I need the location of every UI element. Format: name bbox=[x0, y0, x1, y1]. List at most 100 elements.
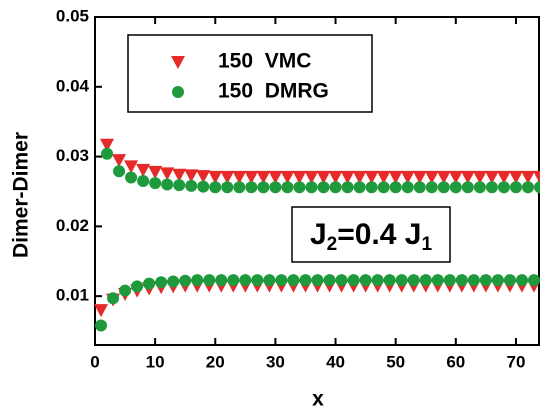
x-tick-label: 60 bbox=[446, 352, 465, 371]
point bbox=[412, 170, 427, 184]
point bbox=[155, 276, 168, 289]
point bbox=[161, 178, 174, 191]
point bbox=[287, 274, 300, 287]
point bbox=[467, 274, 480, 287]
point bbox=[137, 175, 150, 187]
point bbox=[509, 181, 522, 194]
point bbox=[197, 180, 210, 193]
point bbox=[383, 274, 396, 287]
point bbox=[317, 181, 330, 194]
point bbox=[227, 274, 240, 287]
legend-marker bbox=[172, 86, 184, 98]
point bbox=[293, 181, 306, 194]
point bbox=[160, 167, 175, 181]
point bbox=[352, 170, 367, 184]
y-tick-label: 0.05 bbox=[56, 6, 89, 25]
point bbox=[220, 170, 235, 184]
y-tick-label: 0.03 bbox=[56, 146, 89, 165]
y-tick-label: 0.01 bbox=[56, 286, 89, 305]
point bbox=[299, 274, 312, 287]
x-axis-label: x bbox=[312, 388, 324, 411]
point bbox=[185, 179, 198, 192]
y-axis-label: Dimer-Dimer bbox=[10, 132, 33, 258]
point bbox=[377, 181, 390, 194]
point bbox=[95, 319, 108, 332]
point bbox=[172, 168, 187, 182]
point bbox=[443, 274, 456, 287]
point bbox=[461, 181, 474, 194]
x-tick-label: 20 bbox=[206, 352, 225, 371]
point bbox=[448, 170, 463, 184]
point bbox=[184, 169, 199, 183]
point bbox=[268, 170, 283, 184]
point bbox=[323, 274, 336, 287]
point bbox=[364, 170, 379, 184]
point bbox=[365, 181, 378, 194]
x-tick-label: 10 bbox=[146, 352, 165, 371]
point bbox=[304, 170, 319, 184]
point bbox=[484, 170, 499, 184]
point bbox=[292, 170, 307, 184]
point bbox=[131, 280, 144, 293]
point bbox=[316, 170, 331, 184]
point bbox=[124, 160, 139, 174]
point bbox=[329, 181, 342, 194]
point bbox=[100, 138, 115, 152]
point bbox=[431, 274, 444, 287]
legend-label: 150 VMC bbox=[218, 50, 311, 73]
point bbox=[515, 274, 528, 287]
point bbox=[491, 274, 504, 287]
point bbox=[275, 274, 288, 287]
point bbox=[311, 274, 324, 287]
point bbox=[389, 181, 402, 194]
point bbox=[401, 181, 414, 194]
point bbox=[107, 292, 120, 305]
point bbox=[251, 274, 264, 287]
point bbox=[347, 274, 360, 287]
point bbox=[527, 274, 540, 287]
annotation-subscript: 1 bbox=[421, 234, 432, 255]
point bbox=[209, 181, 222, 194]
point bbox=[101, 147, 114, 160]
point bbox=[353, 181, 366, 194]
point bbox=[148, 165, 163, 179]
point bbox=[400, 170, 415, 184]
point bbox=[533, 170, 540, 184]
point bbox=[419, 274, 432, 287]
point bbox=[233, 181, 246, 194]
point bbox=[455, 274, 468, 287]
point bbox=[263, 274, 276, 287]
y-tick-label: 0.04 bbox=[56, 76, 90, 95]
point bbox=[143, 277, 156, 290]
point bbox=[215, 274, 228, 287]
point bbox=[119, 284, 132, 297]
point bbox=[472, 170, 487, 184]
legend-label: 150 DMRG bbox=[218, 80, 329, 103]
x-tick-label: 0 bbox=[90, 352, 99, 371]
point bbox=[112, 154, 127, 168]
point bbox=[497, 181, 510, 194]
point bbox=[388, 170, 403, 184]
point bbox=[167, 275, 180, 288]
x-tick-label: 50 bbox=[386, 352, 405, 371]
point bbox=[269, 181, 282, 194]
point bbox=[113, 165, 126, 178]
point bbox=[534, 181, 540, 194]
point bbox=[371, 274, 384, 287]
legend-box bbox=[127, 34, 373, 113]
x-tick-label: 40 bbox=[326, 352, 345, 371]
point bbox=[208, 170, 223, 184]
point bbox=[437, 181, 450, 194]
point bbox=[191, 274, 204, 287]
point bbox=[473, 181, 486, 194]
point bbox=[424, 170, 439, 184]
point bbox=[508, 170, 523, 184]
point bbox=[196, 170, 211, 184]
point bbox=[376, 170, 391, 184]
annotation-subscript: 2 bbox=[327, 234, 338, 255]
annotation-box bbox=[291, 206, 451, 263]
point bbox=[425, 181, 438, 194]
annotation-text: J bbox=[310, 218, 327, 251]
point bbox=[203, 274, 216, 287]
